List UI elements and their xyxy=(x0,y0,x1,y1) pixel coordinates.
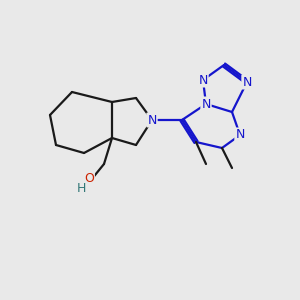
Text: N: N xyxy=(201,98,211,110)
Text: N: N xyxy=(235,128,245,142)
Text: N: N xyxy=(198,74,208,86)
Text: O: O xyxy=(84,172,94,184)
Text: N: N xyxy=(147,113,157,127)
Text: H: H xyxy=(76,182,86,194)
Text: N: N xyxy=(242,76,252,88)
